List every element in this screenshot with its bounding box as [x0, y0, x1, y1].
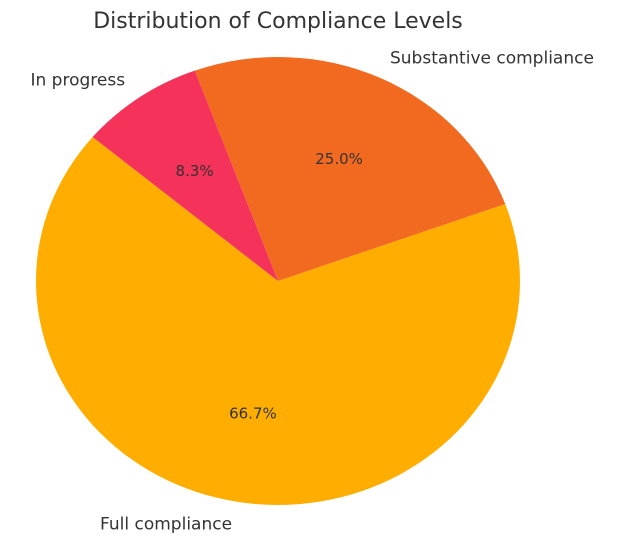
- slice-percent-label: 66.7%: [229, 404, 277, 422]
- slice-label: Full compliance: [100, 515, 232, 535]
- pie-slice-substantive-compliance: [194, 57, 506, 281]
- chart-title: Distribution of Compliance Levels: [93, 9, 463, 34]
- pie-slice-in-progress: [92, 70, 278, 281]
- slice-label: Substantive compliance: [390, 48, 594, 68]
- slice-label: In progress: [30, 70, 125, 90]
- slice-percent-label: 25.0%: [315, 150, 363, 168]
- pie-slice-full-compliance: [35, 137, 520, 506]
- slice-percent-label: 8.3%: [176, 162, 214, 180]
